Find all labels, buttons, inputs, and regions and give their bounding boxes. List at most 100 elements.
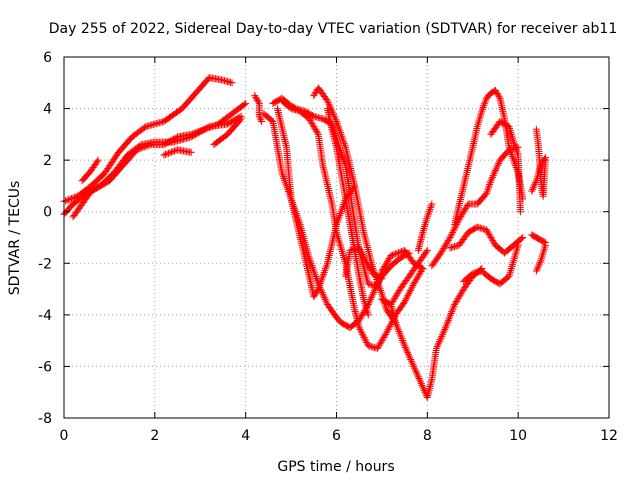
data-point: [408, 359, 416, 367]
data-point: [461, 205, 469, 213]
data-point: [358, 311, 366, 319]
data-point: [407, 285, 415, 293]
data-point: [309, 121, 317, 129]
x-tick-label: 0: [60, 428, 69, 444]
data-point: [485, 182, 493, 190]
data-point: [356, 325, 364, 333]
data-point: [414, 373, 422, 381]
data-point: [540, 238, 548, 246]
data-point: [321, 267, 329, 275]
data-point: [366, 265, 374, 273]
data-point: [134, 145, 142, 153]
data-point: [419, 228, 427, 236]
data-point: [382, 330, 390, 338]
data-point: [367, 267, 375, 275]
data-point: [320, 270, 328, 278]
series-track-26: [528, 154, 549, 195]
data-point: [446, 234, 454, 241]
data-point: [306, 116, 314, 124]
data-point: [311, 124, 319, 132]
data-point: [541, 154, 549, 162]
data-point: [401, 296, 409, 304]
data-point: [392, 320, 400, 328]
data-point: [393, 249, 401, 257]
data-point: [253, 95, 261, 103]
data-point: [480, 100, 488, 108]
data-point: [486, 232, 494, 240]
data-point: [332, 116, 340, 124]
data-point: [385, 324, 393, 332]
data-point: [438, 332, 446, 340]
data-point: [450, 302, 458, 310]
data-point: [62, 197, 70, 205]
data-point: [482, 226, 490, 234]
data-point: [360, 297, 368, 305]
chart-title: Day 255 of 2022, Sidereal Day-to-day VTE…: [49, 21, 618, 37]
data-point: [363, 259, 371, 267]
data-point: [541, 243, 549, 251]
series-track-12: [310, 84, 486, 401]
data-point: [393, 322, 401, 330]
data-point: [406, 286, 414, 294]
data-point: [404, 250, 412, 258]
series-track-6: [210, 115, 245, 149]
data-point: [167, 148, 175, 156]
data-point: [378, 337, 386, 345]
data-point: [537, 161, 545, 169]
data-point: [413, 371, 421, 379]
data-point: [417, 378, 425, 386]
data-point: [337, 244, 345, 252]
data-point: [322, 297, 330, 305]
data-point: [449, 304, 457, 312]
data-point: [516, 208, 524, 216]
data-point: [529, 185, 537, 193]
data-point: [456, 214, 464, 222]
data-point: [473, 123, 481, 131]
data-point: [202, 125, 210, 133]
data-point: [541, 155, 549, 163]
data-point: [491, 166, 499, 174]
data-point: [474, 121, 482, 129]
data-point: [420, 224, 428, 232]
data-point: [512, 249, 520, 257]
data-point: [451, 301, 459, 309]
data-point: [494, 91, 502, 99]
data-point: [508, 263, 516, 271]
data-point: [377, 274, 385, 282]
data-point: [406, 288, 414, 296]
data-point: [143, 142, 151, 150]
data-point: [362, 337, 370, 345]
data-point: [461, 206, 469, 214]
data-point: [407, 356, 415, 364]
data-point: [313, 287, 321, 295]
data-point: [367, 294, 375, 302]
data-point: [189, 130, 197, 138]
data-point: [390, 296, 398, 304]
data-point: [384, 326, 392, 334]
data-point: [359, 310, 367, 318]
data-point: [441, 325, 449, 333]
data-point: [145, 141, 153, 149]
data-point: [325, 100, 333, 108]
data-point: [382, 261, 390, 269]
data-point: [253, 96, 261, 104]
data-point: [387, 252, 395, 260]
data-point: [490, 238, 498, 246]
series-track-24: [528, 231, 549, 247]
data-point: [444, 317, 452, 325]
data-point: [434, 341, 442, 349]
data-point: [416, 376, 424, 384]
data-point: [420, 385, 428, 393]
data-point: [538, 253, 546, 261]
data-point: [408, 283, 416, 291]
y-tick-label: -4: [38, 308, 52, 324]
data-point: [395, 328, 403, 336]
data-point: [456, 291, 464, 299]
data-point: [508, 152, 516, 160]
data-point: [445, 235, 453, 243]
data-point: [421, 221, 429, 229]
data-point: [370, 287, 378, 295]
data-point: [538, 160, 546, 168]
data-point: [328, 107, 336, 115]
data-point: [494, 161, 502, 169]
